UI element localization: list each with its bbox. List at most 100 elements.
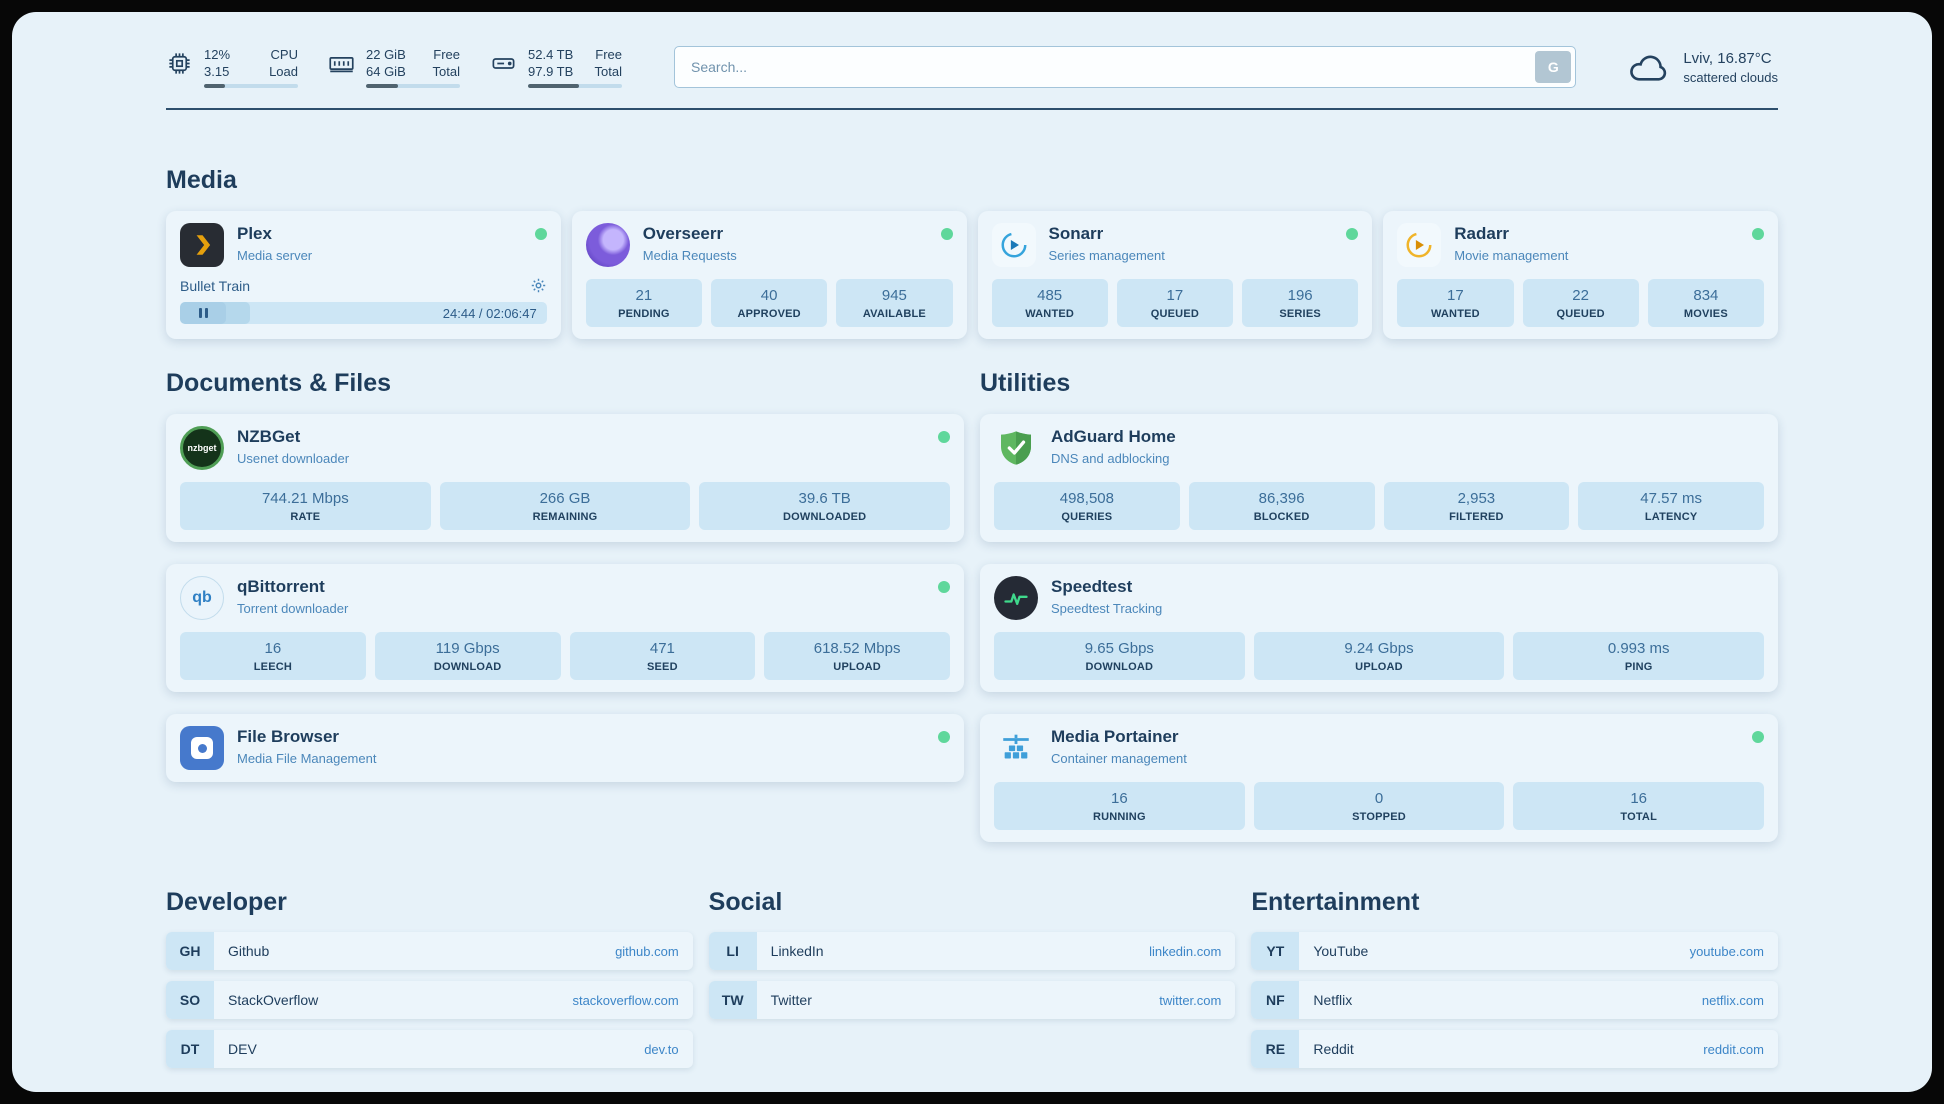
stat-blocked: 86,396 BLOCKED (1188, 482, 1375, 530)
card-subtitle: Speedtest Tracking (1051, 601, 1163, 616)
bookmark-abbr: NF (1251, 981, 1300, 1019)
stat-approved: 40 APPROVED (711, 279, 828, 327)
bookmark-youtube[interactable]: YT YouTube youtube.com (1251, 932, 1778, 970)
stat-leech: 16 LEECH (180, 632, 366, 680)
card-sonarr[interactable]: Sonarr Series management 485 WANTED 17 QUE… (977, 211, 1373, 339)
bookmark-abbr: TW (708, 981, 757, 1019)
now-playing-title: Bullet Train (180, 277, 251, 294)
bookmark-stackoverflow[interactable]: SO StackOverflow stackoverflow.com (166, 981, 693, 1019)
status-dot (1346, 228, 1359, 240)
speedtest-icon (994, 576, 1038, 620)
bookmark-name: DEV (228, 1041, 257, 1057)
disk-progress-bar (528, 83, 622, 88)
bookmark-github[interactable]: GH Github github.com (166, 932, 693, 970)
stat-wanted: 17 WANTED (1397, 279, 1514, 327)
bookmark-name: Netflix (1313, 992, 1353, 1008)
bookmark-link[interactable]: reddit.com (1703, 1041, 1764, 1057)
bookmark-twitter[interactable]: TW Twitter twitter.com (708, 981, 1236, 1019)
cpu-usage-label: CPU (270, 46, 298, 62)
bookmark-abbr: GH (166, 932, 214, 970)
memory-progress-bar (366, 83, 460, 88)
section-utilities: Utilities AdGuard Home DNS and adblockin… (980, 369, 1778, 842)
card-title: NZBGet (237, 427, 301, 446)
bookmark-name: StackOverflow (228, 992, 319, 1008)
disk-widget: 52.4 TB Free 97.9 TB Total (490, 47, 622, 88)
status-dot (1752, 228, 1764, 240)
utilities-section-title: Utilities (980, 369, 1071, 397)
adguard-icon (994, 426, 1038, 470)
stat-upload: 9.24 Gbps UPLOAD (1253, 632, 1505, 680)
developer-section-title: Developer (166, 888, 287, 916)
card-qbittorrent[interactable]: qb qBittorrent Torrent downloader 16 LEEC… (166, 564, 964, 692)
bookmark-link[interactable]: dev.to (644, 1041, 679, 1057)
card-subtitle: Series management (1048, 248, 1165, 263)
search-input[interactable] (674, 46, 1577, 88)
bookmark-name: LinkedIn (770, 943, 824, 959)
card-filebrowser[interactable]: File Browser Media File Management (166, 714, 964, 782)
bookmark-abbr: LI (708, 932, 757, 970)
gear-icon[interactable] (530, 277, 547, 294)
bookmark-linkedin[interactable]: LI LinkedIn linkedin.com (708, 932, 1236, 970)
memory-total-value: 64 GiB (366, 63, 406, 79)
card-title: Media Portainer (1051, 727, 1179, 746)
card-subtitle: Media server (237, 248, 313, 263)
bookmark-name: Reddit (1313, 1041, 1354, 1057)
playback-time: 24:44 / 02:06:47 (442, 305, 537, 321)
bookmark-link[interactable]: youtube.com (1689, 943, 1764, 959)
status-dot (1752, 731, 1764, 743)
stat-remaining: 266 GB REMAINING (439, 482, 691, 530)
disk-total-value: 97.9 TB (528, 63, 574, 79)
card-portainer[interactable]: Media Portainer Container management 16 R… (980, 714, 1778, 842)
bookmark-link[interactable]: linkedin.com (1149, 943, 1222, 959)
weather-widget[interactable]: Lviv, 16.87°C scattered clouds (1628, 46, 1778, 88)
stat-latency: 47.57 ms LATENCY (1578, 482, 1764, 530)
stat-wanted: 485 WANTED (991, 279, 1108, 327)
memory-progress-fill (366, 83, 398, 88)
card-title: Overseerr (642, 224, 724, 243)
pause-icon (198, 308, 202, 318)
stat-pending: 21 PENDING (585, 279, 702, 327)
filebrowser-icon (180, 726, 224, 770)
bookmark-dev[interactable]: DT DEV dev.to (166, 1030, 693, 1068)
radarr-icon (1397, 223, 1442, 267)
qbittorrent-icon: qb (180, 576, 224, 620)
bookmark-netflix[interactable]: NF Netflix netflix.com (1251, 981, 1778, 1019)
card-subtitle: Usenet downloader (237, 451, 350, 466)
card-overseerr[interactable]: Overseerr Media Requests 21 PENDING 40 APP… (571, 211, 967, 339)
section-media: Media Plex Media server Bullet Train (166, 166, 1778, 339)
card-plex[interactable]: Plex Media server Bullet Train (166, 211, 561, 339)
status-dot (534, 228, 547, 240)
bookmark-link[interactable]: twitter.com (1159, 992, 1222, 1008)
bookmark-link[interactable]: github.com (615, 943, 679, 959)
card-nzbget[interactable]: nzbget NZBGet Usenet downloader 744.21 M… (166, 414, 964, 542)
bookmark-name: Twitter (770, 992, 812, 1008)
playback-progress-bar[interactable]: 24:44 / 02:06:47 (180, 302, 547, 324)
bookmark-link[interactable]: stackoverflow.com (572, 992, 679, 1008)
bookmark-link[interactable]: netflix.com (1701, 992, 1764, 1008)
bookmark-abbr: RE (1251, 1030, 1300, 1068)
stat-total: 16 TOTAL (1513, 782, 1765, 830)
memory-free-label: Free (433, 46, 460, 62)
top-bar: 12% CPU 3.15 Load 22 GiB Free 64 GiB Total (166, 46, 1778, 88)
memory-icon (328, 47, 355, 77)
card-subtitle: Container management (1051, 751, 1187, 766)
disk-total-label: Total (594, 63, 622, 79)
card-speedtest[interactable]: Speedtest Speedtest Tracking 9.65 Gbps DO… (980, 564, 1778, 692)
card-radarr[interactable]: Radarr Movie management 17 WANTED 22 QUEUE… (1383, 211, 1778, 339)
bookmark-name: YouTube (1313, 943, 1369, 959)
portainer-icon (994, 726, 1038, 770)
header-divider (166, 108, 1778, 110)
stat-queued: 22 QUEUED (1522, 279, 1639, 327)
section-social: Social LI LinkedIn linkedin.com TW Twitt… (708, 888, 1236, 1068)
weather-condition: scattered clouds (1683, 69, 1778, 85)
pause-button[interactable] (180, 302, 226, 324)
entertainment-section-title: Entertainment (1251, 888, 1420, 916)
card-adguard[interactable]: AdGuard Home DNS and adblocking 498,508 Q… (980, 414, 1778, 542)
card-subtitle: DNS and adblocking (1051, 451, 1170, 466)
search-provider-button[interactable]: G (1535, 51, 1572, 83)
sonarr-icon (991, 223, 1036, 267)
memory-total-label: Total (432, 63, 460, 79)
cpu-load-value: 3.15 (204, 63, 230, 79)
status-dot (940, 228, 953, 240)
bookmark-reddit[interactable]: RE Reddit reddit.com (1251, 1030, 1778, 1068)
